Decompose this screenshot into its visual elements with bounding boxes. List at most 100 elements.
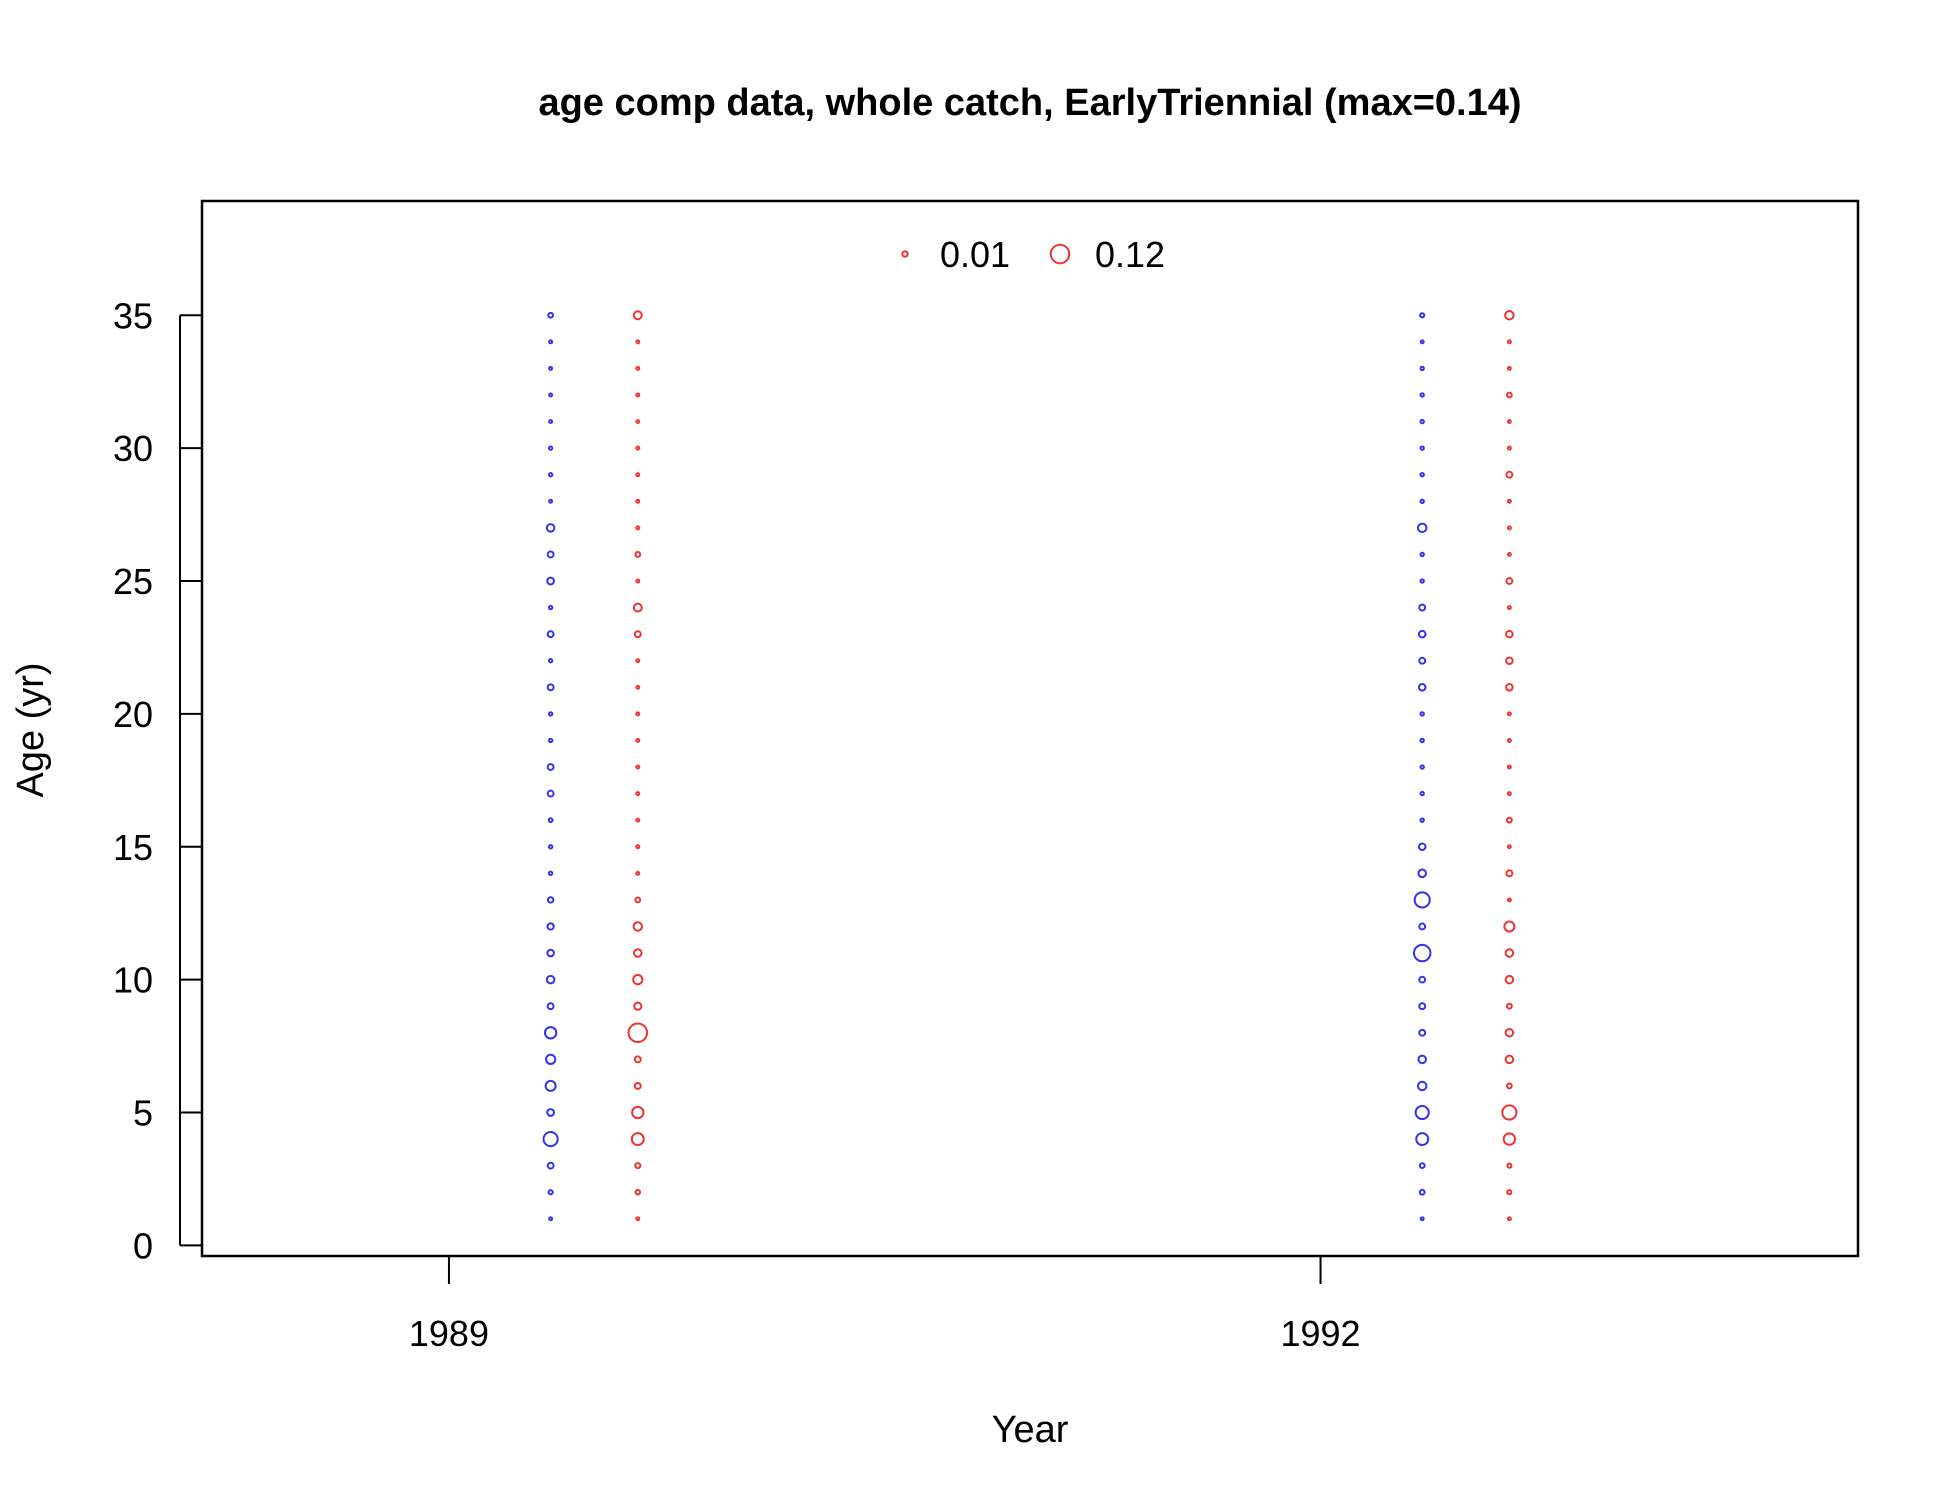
data-point	[1506, 498, 1512, 504]
data-point	[1506, 365, 1512, 371]
data-point	[1506, 1216, 1512, 1222]
data-point	[548, 392, 554, 398]
x-axis: 1989 1992	[409, 1256, 1361, 1354]
data-point	[1418, 603, 1427, 612]
data-point	[546, 922, 555, 931]
data-point	[635, 844, 641, 850]
data-point	[1416, 1080, 1428, 1092]
data-point	[635, 658, 641, 664]
data-point	[1419, 312, 1426, 319]
data-point	[1504, 1027, 1515, 1038]
data-point	[1505, 816, 1513, 824]
data-point	[1419, 790, 1425, 797]
data-point	[548, 365, 554, 371]
data-point	[1414, 1104, 1430, 1121]
data-point	[1417, 683, 1427, 692]
data-point	[634, 551, 642, 558]
data-point	[635, 578, 641, 584]
data-point	[635, 498, 641, 504]
data-point	[633, 1055, 642, 1064]
chart-title: age comp data, whole catch, EarlyTrienni…	[538, 82, 1521, 124]
data-point	[546, 630, 555, 639]
data-point	[545, 1053, 557, 1065]
data-point	[547, 472, 554, 478]
data-point	[547, 604, 554, 611]
data-point	[1505, 391, 1513, 399]
data-point	[1417, 868, 1427, 879]
y-tick-label: 0	[133, 1225, 153, 1266]
data-point	[1506, 791, 1512, 797]
data-point	[1505, 1002, 1513, 1010]
data-point	[547, 1189, 554, 1196]
data-point	[633, 630, 642, 639]
data-point	[1419, 1216, 1425, 1222]
data-point	[1506, 1162, 1513, 1169]
data-point	[632, 310, 643, 321]
data-point	[1504, 310, 1515, 321]
data-point	[1419, 737, 1425, 744]
data-point	[1415, 1132, 1430, 1147]
data-point	[1417, 629, 1427, 639]
data-point	[1418, 656, 1427, 665]
data-point	[635, 419, 641, 425]
data-point	[635, 791, 641, 797]
legend: 0.01 0.12	[901, 234, 1165, 275]
data-point	[1505, 683, 1514, 692]
data-point	[546, 896, 555, 904]
data-point	[630, 1132, 645, 1147]
legend-marker	[1049, 243, 1071, 265]
data-point	[1505, 1082, 1513, 1090]
data-point	[632, 973, 644, 986]
data-point	[547, 844, 554, 850]
x-axis-label: Year	[992, 1409, 1069, 1451]
data-point	[1504, 948, 1515, 958]
data-point	[547, 658, 554, 664]
data-point	[627, 1022, 649, 1044]
data-point	[1503, 920, 1516, 933]
data-point	[1505, 869, 1514, 878]
data-point	[633, 1081, 642, 1090]
data-point	[635, 472, 641, 478]
data-point	[546, 683, 555, 692]
data-point	[1506, 844, 1512, 850]
y-tick-label: 30	[113, 428, 153, 469]
data-point	[1506, 419, 1512, 425]
data-point	[547, 311, 555, 319]
data-point	[633, 1001, 643, 1011]
data-point	[1419, 392, 1425, 398]
data-point	[635, 737, 641, 743]
data-point	[1501, 1104, 1518, 1121]
y-tick-label: 20	[113, 694, 153, 735]
data-point	[1418, 975, 1427, 984]
x-tick-label: 1989	[409, 1313, 489, 1354]
data-point	[1419, 817, 1425, 823]
data-point	[635, 365, 641, 371]
data-point	[542, 1131, 559, 1148]
data-point	[632, 921, 644, 932]
data-point	[1506, 605, 1512, 611]
data-point	[635, 870, 641, 876]
data-point	[1506, 1189, 1513, 1196]
data-point	[1502, 1132, 1517, 1146]
data-point	[548, 498, 554, 504]
data-point	[546, 576, 556, 586]
data-point	[546, 1161, 555, 1170]
data-point	[635, 684, 641, 690]
data-point	[546, 948, 555, 958]
data-point	[631, 1105, 645, 1120]
data-point	[634, 896, 642, 904]
data-point	[1505, 629, 1514, 639]
data-point	[635, 711, 641, 717]
y-axis-label: Age (yr)	[10, 662, 52, 797]
data-point	[1505, 656, 1514, 666]
data-point	[1504, 1054, 1515, 1065]
data-point	[1417, 1054, 1427, 1065]
data-point	[635, 445, 641, 451]
data-point	[1506, 551, 1512, 557]
data-point	[1418, 1028, 1427, 1037]
data-point	[1419, 365, 1425, 372]
data-point	[635, 764, 641, 770]
legend-label: 0.01	[940, 234, 1010, 275]
data-point	[634, 1162, 642, 1170]
